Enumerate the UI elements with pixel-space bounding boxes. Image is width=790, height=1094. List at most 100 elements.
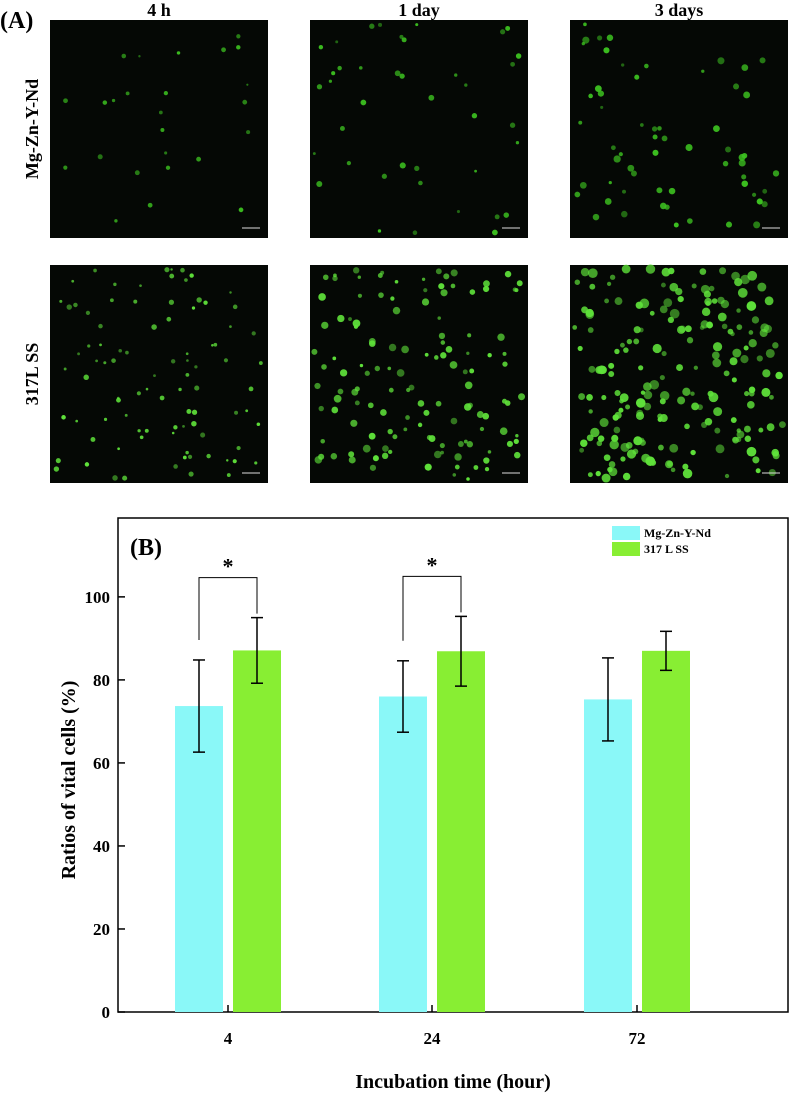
cell: [752, 192, 757, 197]
cell: [353, 324, 359, 329]
cell: [592, 213, 600, 221]
cell: [510, 61, 515, 67]
cell: [399, 73, 405, 79]
cell: [606, 281, 612, 287]
cell: [690, 449, 696, 456]
cell: [226, 459, 229, 462]
cell: [170, 359, 176, 364]
cell: [740, 274, 750, 285]
cell: [515, 434, 519, 438]
cell: [165, 165, 171, 170]
cell: [378, 292, 384, 298]
cell: [722, 160, 729, 167]
cell: [604, 198, 612, 205]
cell: [471, 113, 478, 119]
bar: [642, 650, 690, 1012]
cell: [670, 467, 676, 473]
cell: [392, 434, 398, 440]
cell: [661, 282, 666, 288]
cell: [580, 439, 588, 447]
cell: [597, 435, 605, 442]
cell: [762, 188, 768, 194]
cell: [590, 427, 600, 438]
cell: [320, 438, 326, 444]
cell: [401, 37, 407, 43]
cell: [102, 100, 108, 105]
cell: [367, 402, 374, 409]
cell: [418, 180, 423, 186]
cell: [503, 212, 510, 218]
cell: [652, 343, 662, 354]
cell: [636, 409, 644, 417]
cell: [714, 427, 721, 434]
cell: [93, 268, 97, 273]
cell: [775, 371, 783, 380]
cell: [151, 324, 157, 330]
cell: [772, 170, 780, 177]
cell: [497, 333, 505, 341]
y-tick-label: 100: [85, 588, 111, 607]
cell: [623, 347, 629, 353]
cell: [138, 55, 141, 58]
cell: [405, 415, 410, 420]
cell: [514, 288, 519, 293]
cell: [661, 267, 671, 277]
cell: [713, 125, 720, 133]
cell: [464, 83, 468, 87]
cell: [643, 402, 652, 411]
cell: [348, 456, 356, 464]
cell: [182, 455, 187, 460]
micrograph: [50, 265, 268, 483]
cell: [760, 323, 770, 333]
cell: [350, 419, 358, 427]
cell: [406, 387, 411, 393]
cell: [645, 264, 656, 274]
cell: [125, 350, 129, 355]
cell: [712, 342, 723, 352]
cell: [492, 229, 498, 236]
cell: [136, 391, 141, 396]
cell: [595, 470, 601, 477]
cell: [639, 123, 644, 127]
cell: [613, 426, 621, 434]
cell: [733, 83, 740, 90]
cell: [232, 459, 237, 464]
cell: [723, 370, 730, 377]
cell: [169, 273, 175, 279]
cell: [487, 450, 492, 454]
cell: [246, 83, 249, 86]
cell: [318, 293, 326, 301]
cell: [666, 460, 673, 467]
cell: [382, 445, 389, 452]
cell: [747, 270, 758, 281]
cell: [408, 384, 415, 391]
cell: [639, 437, 645, 443]
cell: [426, 435, 432, 441]
cell: [586, 434, 594, 442]
cell: [332, 275, 338, 282]
cell: [97, 154, 103, 160]
cell: [643, 382, 652, 391]
cell: [353, 267, 360, 274]
cell: [467, 402, 473, 408]
cell: [236, 34, 241, 39]
cell: [691, 283, 697, 289]
cell: [677, 295, 684, 303]
cell: [585, 310, 595, 319]
cell: [318, 453, 325, 460]
cell: [137, 429, 141, 433]
cell: [176, 51, 181, 55]
cell: [577, 345, 583, 352]
cell: [469, 289, 476, 295]
cell: [133, 299, 138, 304]
cell: [580, 267, 590, 277]
cell: [766, 423, 775, 432]
cell: [114, 219, 118, 223]
cell: [699, 268, 707, 275]
cell: [368, 432, 376, 440]
cell: [318, 44, 324, 50]
cell: [203, 300, 208, 305]
cell: [170, 268, 173, 271]
cell: [635, 301, 643, 309]
